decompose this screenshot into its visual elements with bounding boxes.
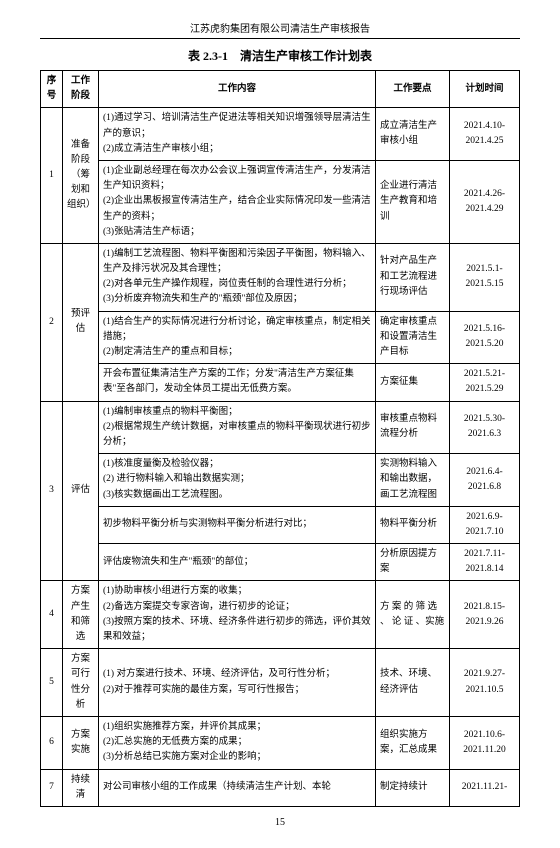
cell-phase: 准备阶段（筹划和组织） [63, 108, 99, 244]
table-row: 2预评估(1)编制工艺流程图、物料平衡图和污染因子平衡图，物料输入、生产及排污状… [41, 243, 520, 311]
cell-time: 2021.7.11-2021.8.14 [450, 544, 520, 581]
table-row: 初步物料平衡分析与实测物料平衡分析进行对比；物料平衡分析2021.6.9-202… [41, 506, 520, 543]
table-row: (1)企业副总经理在每次办公会议上强调宣传清洁生产，分发清洁生产知识资料；(2)… [41, 160, 520, 243]
cell-phase: 评估 [63, 401, 99, 581]
cell-points: 技术、环境、经济评估 [376, 649, 450, 717]
cell-content: (1)企业副总经理在每次办公会议上强调宣传清洁生产，分发清洁生产知识资料；(2)… [99, 160, 376, 243]
cell-content: (1)协助审核小组进行方案的收集；(2)备选方案提交专家咨询，进行初步的论证；(… [99, 581, 376, 649]
table-row: (1)核准度量衡及检验仪器；(2) 进行物料输入和输出数据实测；(3)核实数据画… [41, 454, 520, 507]
cell-content: (1)结合生产的实际情况进行分析讨论，确定审核重点，制定相关措施；(2)制定清洁… [99, 311, 376, 364]
cell-time: 2021.8.15-2021.9.26 [450, 581, 520, 649]
cell-time: 2021.5.16-2021.5.20 [450, 311, 520, 364]
cell-phase: 方案产生和筛选 [63, 581, 99, 649]
cell-seq: 2 [41, 243, 63, 401]
cell-time: 2021.11.21- [450, 769, 520, 806]
doc-header: 江苏虎豹集团有限公司清洁生产审核报告 [40, 20, 520, 39]
cell-points: 分析原因提方案 [376, 544, 450, 581]
col-seq: 序号 [41, 71, 63, 108]
cell-time: 2021.5.21-2021.5.29 [450, 364, 520, 401]
table-row: 1准备阶段（筹划和组织）(1)通过学习、培训清洁生产促进法等相关知识增强领导层清… [41, 108, 520, 161]
cell-time: 2021.4.10-2021.4.25 [450, 108, 520, 161]
cell-time: 2021.10.6-2021.11.20 [450, 716, 520, 769]
col-phase: 工作阶段 [63, 71, 99, 108]
cell-points: 成立清洁生产审核小组 [376, 108, 450, 161]
col-content: 工作内容 [99, 71, 376, 108]
cell-content: (1)组织实施推荐方案，并评价其成果；(2)汇总实施的无低费方案的成果；(3)分… [99, 716, 376, 769]
cell-time: 2021.9.27-2021.10.5 [450, 649, 520, 717]
table-row: 4方案产生和筛选(1)协助审核小组进行方案的收集；(2)备选方案提交专家咨询，进… [41, 581, 520, 649]
cell-content: (1)编制工艺流程图、物料平衡图和污染因子平衡图，物料输入、生产及排污状况及其合… [99, 243, 376, 311]
col-time: 计划时间 [450, 71, 520, 108]
cell-seq: 1 [41, 108, 63, 244]
table-row: 6方案实施(1)组织实施推荐方案，并评价其成果；(2)汇总实施的无低费方案的成果… [41, 716, 520, 769]
table-row: 5方案可行性分析(1) 对方案进行技术、环境、经济评估，及可行性分析；(2)对于… [41, 649, 520, 717]
cell-content: 开会布置征集清洁生产方案的工作；分发"清洁生产方案征集表"至各部门，发动全体员工… [99, 364, 376, 401]
cell-points: 方 案 的 筛 选 、 论 证 、实施 [376, 581, 450, 649]
cell-points: 企业进行清洁生产教育和培训 [376, 160, 450, 243]
cell-points: 确定审核重点和设置清洁生产目标 [376, 311, 450, 364]
cell-points: 审核重点物料流程分析 [376, 401, 450, 454]
plan-table: 序号 工作阶段 工作内容 工作要点 计划时间 1准备阶段（筹划和组织）(1)通过… [40, 70, 520, 807]
table-title: 表 2.3-1 清洁生产审核工作计划表 [40, 47, 520, 64]
cell-content: (1)通过学习、培训清洁生产促进法等相关知识增强领导层清洁生产的意识；(2)成立… [99, 108, 376, 161]
cell-phase: 方案可行性分析 [63, 649, 99, 717]
cell-seq: 7 [41, 769, 63, 806]
cell-time: 2021.5.30-2021.6.3 [450, 401, 520, 454]
cell-content: 初步物料平衡分析与实测物料平衡分析进行对比； [99, 506, 376, 543]
cell-seq: 5 [41, 649, 63, 717]
col-points: 工作要点 [376, 71, 450, 108]
table-row: 开会布置征集清洁生产方案的工作；分发"清洁生产方案征集表"至各部门，发动全体员工… [41, 364, 520, 401]
cell-points: 方案征集 [376, 364, 450, 401]
table-body: 1准备阶段（筹划和组织）(1)通过学习、培训清洁生产促进法等相关知识增强领导层清… [41, 108, 520, 807]
cell-content: (1) 对方案进行技术、环境、经济评估，及可行性分析；(2)对于推荐可实施的最佳… [99, 649, 376, 717]
cell-phase: 方案实施 [63, 716, 99, 769]
cell-seq: 3 [41, 401, 63, 581]
cell-content: (1)编制审核重点的物料平衡图；(2)根据常规生产统计数据，对审核重点的物料平衡… [99, 401, 376, 454]
cell-time: 2021.6.4-2021.6.8 [450, 454, 520, 507]
cell-points: 实测物料输入和输出数据，画工艺流程图 [376, 454, 450, 507]
page-number: 15 [40, 817, 520, 828]
cell-time: 2021.6.9-2021.7.10 [450, 506, 520, 543]
cell-phase: 持续清 [63, 769, 99, 806]
table-row: 3评估(1)编制审核重点的物料平衡图；(2)根据常规生产统计数据，对审核重点的物… [41, 401, 520, 454]
cell-seq: 4 [41, 581, 63, 649]
table-row: 评估废物流失和生产"瓶颈"的部位；分析原因提方案2021.7.11-2021.8… [41, 544, 520, 581]
cell-points: 物料平衡分析 [376, 506, 450, 543]
cell-seq: 6 [41, 716, 63, 769]
cell-time: 2021.5.1-2021.5.15 [450, 243, 520, 311]
cell-points: 组织实施方案，汇总成果 [376, 716, 450, 769]
table-row: 7持续清对公司审核小组的工作成果（持续清洁生产计划、本轮制定持续计2021.11… [41, 769, 520, 806]
cell-points: 针对产品生产和工艺流程进行现场评估 [376, 243, 450, 311]
cell-time: 2021.4.26-2021.4.29 [450, 160, 520, 243]
cell-phase: 预评估 [63, 243, 99, 401]
cell-content: 对公司审核小组的工作成果（持续清洁生产计划、本轮 [99, 769, 376, 806]
cell-content: (1)核准度量衡及检验仪器；(2) 进行物料输入和输出数据实测；(3)核实数据画… [99, 454, 376, 507]
table-row: (1)结合生产的实际情况进行分析讨论，确定审核重点，制定相关措施；(2)制定清洁… [41, 311, 520, 364]
cell-content: 评估废物流失和生产"瓶颈"的部位； [99, 544, 376, 581]
cell-points: 制定持续计 [376, 769, 450, 806]
